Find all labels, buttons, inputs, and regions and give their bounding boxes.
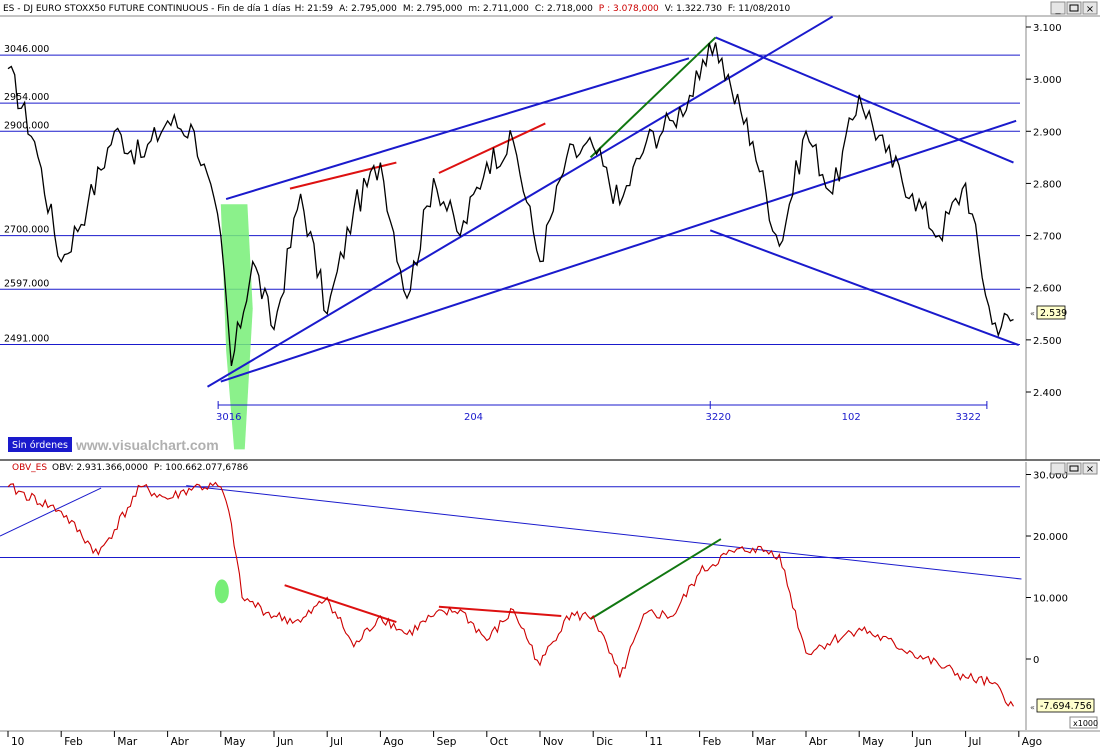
obv-last-box xyxy=(1036,698,1095,713)
price-y-tick-label: 2.600 xyxy=(1033,284,1062,295)
obv-header: OBV_ES OBV: 2.931.366,0000 P: 100.662.077,… xyxy=(12,463,249,473)
minimize-icon: _ xyxy=(1055,4,1062,15)
downtrend-line xyxy=(709,229,1020,347)
channel-upper-line xyxy=(225,57,690,201)
price-y-tick-label: 3.100 xyxy=(1033,23,1062,34)
obv-minimize-button[interactable] xyxy=(1050,462,1066,475)
obv-last-arrow-icon: « xyxy=(1030,703,1035,712)
price-y-tick-label: 2.900 xyxy=(1033,127,1062,138)
time-tick-label: Jul xyxy=(968,736,982,747)
close-button[interactable] xyxy=(1082,1,1098,15)
last-price-value: 2.539 xyxy=(1040,308,1067,319)
obv-y-tick-label: 0 xyxy=(1033,655,1039,666)
resistance-line-red xyxy=(438,122,546,174)
price-y-tick-label: 2.700 xyxy=(1033,232,1062,243)
obv-y-tick-label: 30.000 xyxy=(1033,471,1068,482)
downtrend-line xyxy=(715,36,1014,164)
channel-upper-line xyxy=(206,15,834,388)
obv-maximize-button[interactable] xyxy=(1066,462,1082,475)
support-line-green xyxy=(589,36,717,159)
obv-trend-line xyxy=(0,487,102,537)
obv-last-value: -7.694.756 xyxy=(1040,701,1092,712)
close-icon: × xyxy=(1086,4,1094,15)
price-y-tick-label: 2.800 xyxy=(1033,179,1062,190)
obv-red-line xyxy=(438,605,562,617)
price-window-buttons[interactable]: _ × xyxy=(1050,1,1098,15)
price-y-tick-label: 3.000 xyxy=(1033,75,1062,86)
resistance-line-red xyxy=(289,161,397,190)
orders-badge[interactable] xyxy=(8,437,72,452)
maximize-button[interactable] xyxy=(1066,1,1082,15)
time-tick-label: Feb xyxy=(703,736,722,747)
last-price-arrow-icon: « xyxy=(1030,309,1035,318)
obv-close-icon: × xyxy=(1086,464,1094,475)
time-tick-label: May xyxy=(862,736,884,747)
time-tick-label: May xyxy=(224,736,246,747)
obv-highlight-area xyxy=(214,579,229,604)
multiplier-label: x1000 xyxy=(1073,719,1098,728)
cycle-label: 3322 xyxy=(956,412,981,423)
obv-trend-line xyxy=(186,485,1022,580)
price-level-label: 2954.000 xyxy=(4,92,49,103)
orders-badge-label: Sin órdenes xyxy=(12,440,68,451)
obv-y-tick-label: 20.000 xyxy=(1033,532,1068,543)
time-tick-label: Mar xyxy=(756,736,776,747)
channel-lower-line xyxy=(220,119,1017,383)
time-tick-label: Feb xyxy=(64,736,83,747)
time-tick-label: Sep xyxy=(437,736,457,747)
price-header: ES - DJ EURO STOXX50 FUTURE CONTINUOUS -… xyxy=(3,4,790,14)
time-tick-label: Mar xyxy=(117,736,137,747)
cycle-label: 102 xyxy=(842,412,861,423)
obv-window-buttons[interactable]: _ × xyxy=(1050,462,1098,475)
obv-green-line xyxy=(590,538,722,620)
price-y-tick-label: 2.500 xyxy=(1033,336,1062,347)
time-tick-label: Abr xyxy=(171,736,190,747)
time-tick-label: 11 xyxy=(649,736,662,747)
multiplier-box xyxy=(1069,716,1098,729)
last-price-box xyxy=(1036,305,1066,320)
cycle-label: 204 xyxy=(464,412,483,423)
price-level-label: 3046.000 xyxy=(4,44,49,55)
time-tick-label: Ago xyxy=(383,736,403,747)
time-tick-label: 10 xyxy=(11,736,24,747)
price-level-label: 2700.000 xyxy=(4,225,49,236)
price-level-label: 2491.000 xyxy=(4,334,49,345)
obv-maximize-icon xyxy=(1069,465,1079,472)
price-panel xyxy=(0,0,1100,460)
cycle-label: 3220 xyxy=(705,412,730,423)
cycle-label: 3016 xyxy=(216,412,241,423)
minimize-button[interactable] xyxy=(1050,1,1066,15)
time-tick-label: Ago xyxy=(1022,736,1042,747)
obv-panel xyxy=(0,462,1100,730)
time-tick-label: Abr xyxy=(809,736,828,747)
time-tick-label: Nov xyxy=(543,736,564,747)
time-tick-label: Jun xyxy=(276,736,293,747)
time-tick-label: Oct xyxy=(490,736,508,747)
obv-close-button[interactable] xyxy=(1082,462,1098,475)
price-level-label: 2597.000 xyxy=(4,278,49,289)
obv-red-line xyxy=(284,584,397,624)
obv-y-tick-label: 10.000 xyxy=(1033,594,1068,605)
time-tick-label: Jul xyxy=(329,736,343,747)
time-tick-label: Jun xyxy=(914,736,931,747)
obv-series-line xyxy=(7,481,1014,707)
time-tick-label: Dic xyxy=(596,736,613,747)
watermark: www.visualchart.com xyxy=(75,437,219,453)
maximize-icon xyxy=(1069,4,1079,12)
obv-minimize-icon: _ xyxy=(1055,464,1062,475)
price-y-tick-label: 2.400 xyxy=(1033,388,1062,399)
price-series-line xyxy=(7,42,1014,367)
